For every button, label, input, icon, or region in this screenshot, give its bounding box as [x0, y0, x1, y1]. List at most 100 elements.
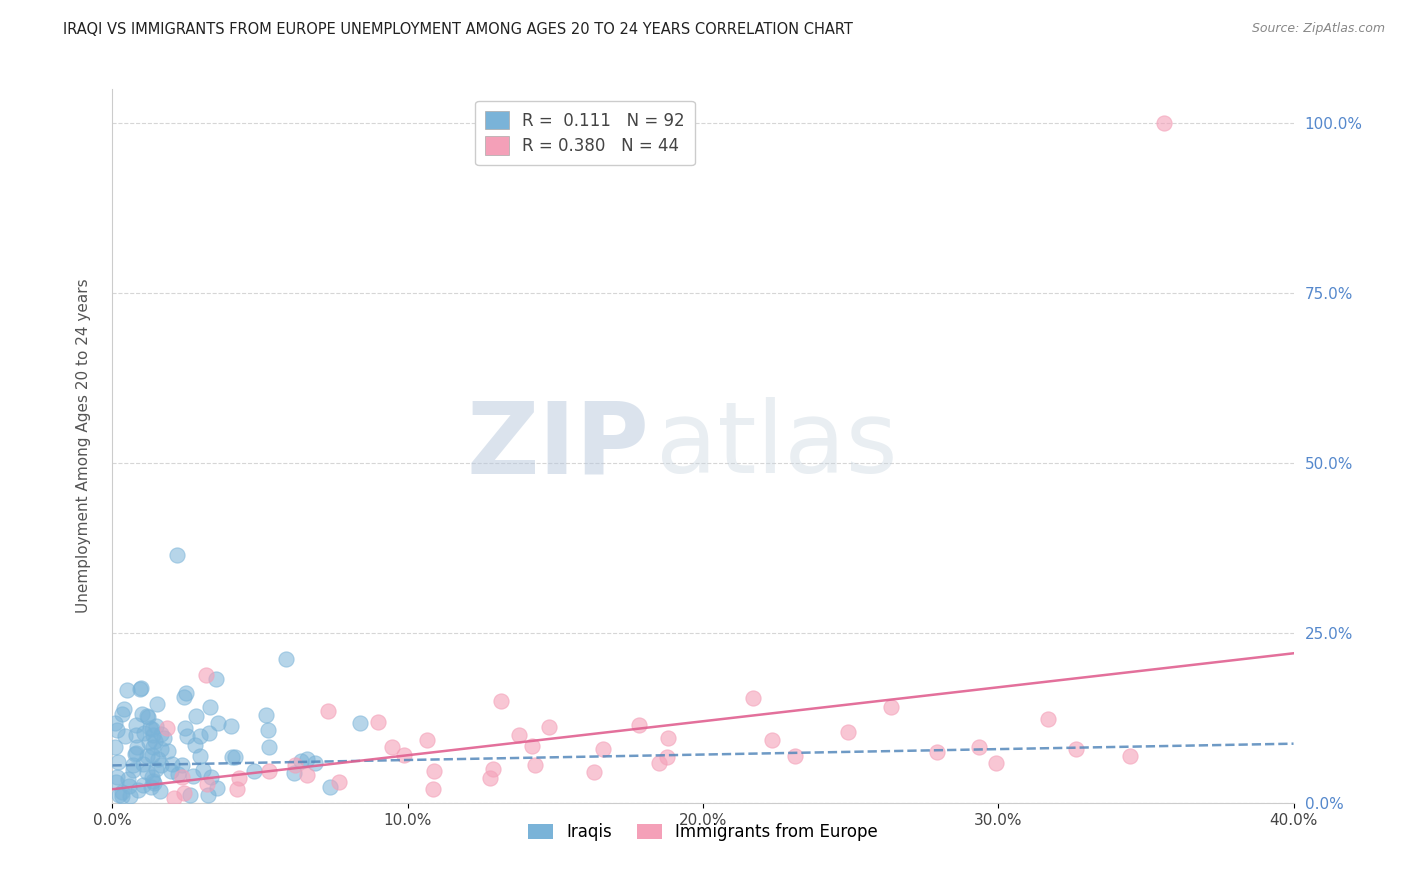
- Point: [131, 778, 153, 792]
- Point: [166, 766, 188, 780]
- Point: [1153, 116, 1175, 130]
- Point: [416, 732, 439, 747]
- Point: [142, 773, 165, 788]
- Point: [136, 748, 159, 763]
- Point: [149, 741, 172, 756]
- Point: [125, 728, 148, 742]
- Point: [112, 702, 135, 716]
- Point: [184, 709, 207, 723]
- Point: [191, 764, 214, 778]
- Point: [104, 715, 127, 730]
- Point: [139, 721, 162, 735]
- Point: [316, 704, 339, 718]
- Point: [111, 706, 134, 721]
- Point: [174, 722, 197, 736]
- Point: [104, 740, 127, 755]
- Point: [194, 668, 217, 682]
- Point: [657, 731, 679, 745]
- Point: [127, 783, 149, 797]
- Point: [297, 752, 319, 766]
- Point: [328, 775, 350, 789]
- Point: [122, 763, 145, 777]
- Point: [349, 715, 371, 730]
- Point: [129, 681, 152, 695]
- Point: [880, 700, 903, 714]
- Point: [259, 764, 281, 778]
- Point: [243, 764, 266, 779]
- Point: [145, 762, 167, 776]
- Point: [761, 732, 783, 747]
- Point: [132, 756, 155, 771]
- Point: [198, 726, 221, 740]
- Point: [190, 749, 212, 764]
- Point: [107, 788, 129, 802]
- Point: [125, 746, 148, 760]
- Point: [520, 739, 543, 754]
- Point: [422, 781, 444, 796]
- Point: [592, 742, 614, 756]
- Point: [146, 752, 169, 766]
- Point: [118, 789, 141, 803]
- Point: [221, 750, 243, 764]
- Point: [224, 750, 246, 764]
- Point: [295, 768, 318, 782]
- Point: [117, 683, 139, 698]
- Point: [219, 719, 242, 733]
- Point: [927, 745, 949, 759]
- Text: IRAQI VS IMMIGRANTS FROM EUROPE UNEMPLOYMENT AMONG AGES 20 TO 24 YEARS CORRELATI: IRAQI VS IMMIGRANTS FROM EUROPE UNEMPLOY…: [63, 22, 853, 37]
- Point: [205, 672, 228, 686]
- Point: [121, 758, 143, 772]
- Point: [124, 747, 146, 761]
- Point: [163, 791, 186, 805]
- Point: [125, 718, 148, 732]
- Point: [969, 740, 991, 755]
- Point: [149, 727, 172, 741]
- Point: [276, 652, 298, 666]
- Point: [304, 756, 326, 771]
- Point: [283, 766, 305, 780]
- Point: [141, 747, 163, 762]
- Point: [142, 728, 165, 742]
- Point: [195, 777, 218, 791]
- Point: [184, 738, 207, 752]
- Point: [583, 764, 606, 779]
- Legend: Iraqis, Immigrants from Europe: Iraqis, Immigrants from Europe: [522, 817, 884, 848]
- Point: [491, 693, 513, 707]
- Point: [179, 788, 201, 802]
- Text: ZIP: ZIP: [467, 398, 650, 494]
- Point: [136, 709, 159, 723]
- Point: [176, 686, 198, 700]
- Point: [138, 735, 160, 749]
- Point: [149, 758, 172, 772]
- Point: [136, 710, 159, 724]
- Point: [173, 786, 195, 800]
- Point: [482, 762, 505, 776]
- Point: [319, 780, 342, 794]
- Point: [159, 764, 181, 778]
- Point: [479, 771, 502, 785]
- Point: [132, 725, 155, 739]
- Point: [166, 548, 188, 562]
- Text: atlas: atlas: [655, 398, 897, 494]
- Point: [655, 750, 678, 764]
- Point: [142, 739, 165, 754]
- Point: [114, 729, 136, 743]
- Point: [110, 785, 132, 799]
- Point: [1038, 712, 1060, 726]
- Point: [160, 756, 183, 771]
- Point: [107, 755, 129, 769]
- Point: [105, 770, 128, 784]
- Point: [200, 770, 222, 784]
- Point: [176, 729, 198, 743]
- Point: [139, 780, 162, 795]
- Point: [648, 756, 671, 770]
- Point: [118, 780, 141, 794]
- Point: [508, 728, 530, 742]
- Point: [1064, 742, 1087, 756]
- Point: [284, 757, 307, 772]
- Point: [117, 772, 139, 787]
- Point: [170, 758, 193, 772]
- Point: [228, 771, 250, 785]
- Point: [173, 690, 195, 704]
- Text: Source: ZipAtlas.com: Source: ZipAtlas.com: [1251, 22, 1385, 36]
